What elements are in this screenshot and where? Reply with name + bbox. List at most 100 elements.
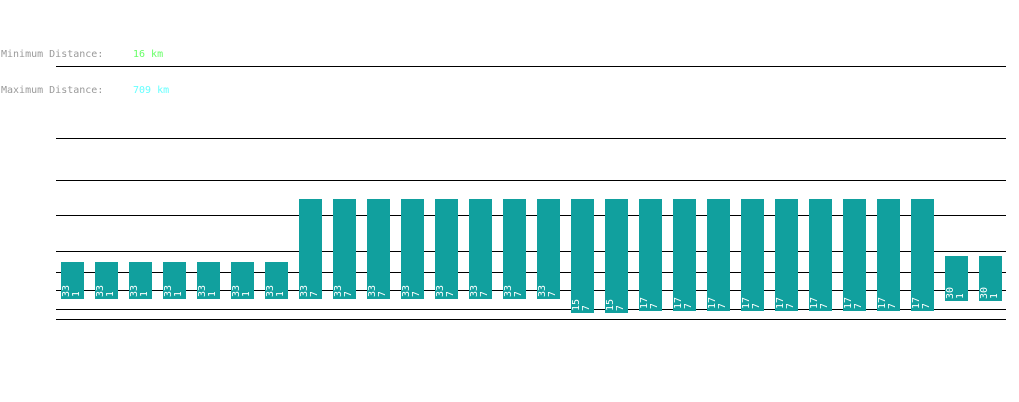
bar [979,256,1002,301]
bar-group: 17 km708 km [843,199,866,311]
bar [911,199,934,311]
bar [231,262,254,299]
bar-high-label: 708 km [377,261,388,297]
bar-high-label: 708 km [479,261,490,297]
bar-high-label: 145 km [105,261,116,297]
bar-group: 33 km145 km [231,262,254,299]
bar-high-label: 708 km [921,273,932,309]
bar-low-label: 33 km [503,267,514,297]
bar-group: 17 km708 km [707,199,730,311]
max-distance-label: Maximum Distance: [1,85,104,96]
bars: 33 km145 km33 km145 km33 km145 km33 km14… [61,199,1002,313]
bar-group: 33 km708 km [401,199,424,299]
bar-high-label: 708 km [615,275,626,311]
bar-group: 17 km708 km [911,199,934,311]
bar [809,199,832,311]
bar [707,199,730,311]
bar [333,199,356,299]
bar-low-label: 17 km [911,279,922,309]
bar [775,199,798,311]
bar-low-label: 33 km [537,267,548,297]
bar-high-label: 708 km [445,261,456,297]
bar-group: 33 km708 km [503,199,526,299]
bar [945,256,968,301]
bar-high-label: 145 km [207,261,218,297]
bar-high-label: 145 km [71,261,82,297]
bar-group: 30 km175 km [945,256,968,301]
bar-group: 33 km145 km [95,261,118,299]
bar-low-label: 33 km [129,267,140,297]
bar-high-label: 145 km [275,261,286,297]
bar [843,199,866,311]
bar-group: 33 km708 km [367,199,390,299]
bar-low-label: 17 km [707,279,718,309]
bar-group: 17 km708 km [775,199,798,311]
bar [435,199,458,299]
min-distance-value: 16 km [133,49,164,60]
bar [537,199,560,299]
bar-low-label: 33 km [333,267,344,297]
min-distance-row: Minimum Distance: 16 km [1,49,169,61]
bar-high-label: 175 km [955,263,966,299]
bar [469,199,492,299]
bar-low-label: 33 km [469,267,480,297]
bar-low-label: 30 km [945,269,956,299]
bar-group: 33 km145 km [197,261,220,299]
bar-high-label: 145 km [173,261,184,297]
bar-low-label: 33 km [401,267,412,297]
bar-high-label: 708 km [513,261,524,297]
bar-low-label: 15 km [605,281,616,311]
bar-group: 33 km708 km [333,199,356,299]
bar-group: 33 km708 km [537,199,560,299]
bar [265,262,288,299]
bar [571,199,594,313]
bar [299,199,322,299]
bar-low-label: 15 km [571,281,582,311]
bar [367,199,390,299]
bar-high-label: 708 km [785,273,796,309]
bar-low-label: 17 km [741,279,752,309]
bar-low-label: 33 km [95,267,106,297]
bar-high-label: 708 km [581,275,592,311]
min-distance-label: Minimum Distance: [1,49,104,60]
bar-high-label: 708 km [547,261,558,297]
bar-group: 17 km708 km [741,199,764,311]
bar-group: 33 km708 km [299,199,322,299]
bar-low-label: 17 km [843,279,854,309]
bar-high-label: 708 km [819,273,830,309]
bar-high-label: 708 km [309,261,320,297]
bar-group: 33 km145 km [61,261,84,299]
bar-low-label: 33 km [367,267,378,297]
bar-low-label: 17 km [639,279,650,309]
bar-low-label: 17 km [775,279,786,309]
bar-low-label: 33 km [299,267,310,297]
bar-low-label: 17 km [673,279,684,309]
bar-group: 17 km708 km [809,199,832,311]
bar [401,199,424,299]
bar [61,262,84,299]
bar-low-label: 33 km [265,267,276,297]
bar-low-label: 17 km [877,279,888,309]
bar-group: 15 km708 km [571,199,594,313]
bar [605,199,628,313]
bar-high-label: 175 km [989,263,1000,299]
bar [163,262,186,299]
bar-low-label: 33 km [197,267,208,297]
bar-low-label: 33 km [61,267,72,297]
bar-group: 33 km145 km [265,261,288,299]
bar-high-label: 708 km [853,273,864,309]
bar-group: 33 km145 km [163,261,186,299]
bar-high-label: 708 km [751,273,762,309]
bar-low-label: 33 km [435,267,446,297]
bar [503,199,526,299]
bar [673,199,696,311]
bar-group: 17 km708 km [877,199,900,311]
bar-high-label: 708 km [649,273,660,309]
bar-high-label: 708 km [411,261,422,297]
bar [129,262,152,299]
bar-low-label: 17 km [809,279,820,309]
bar-group: 33 km145 km [129,262,152,299]
bar-group: 17 km708 km [639,199,662,311]
bar-low-label: 33 km [163,267,174,297]
